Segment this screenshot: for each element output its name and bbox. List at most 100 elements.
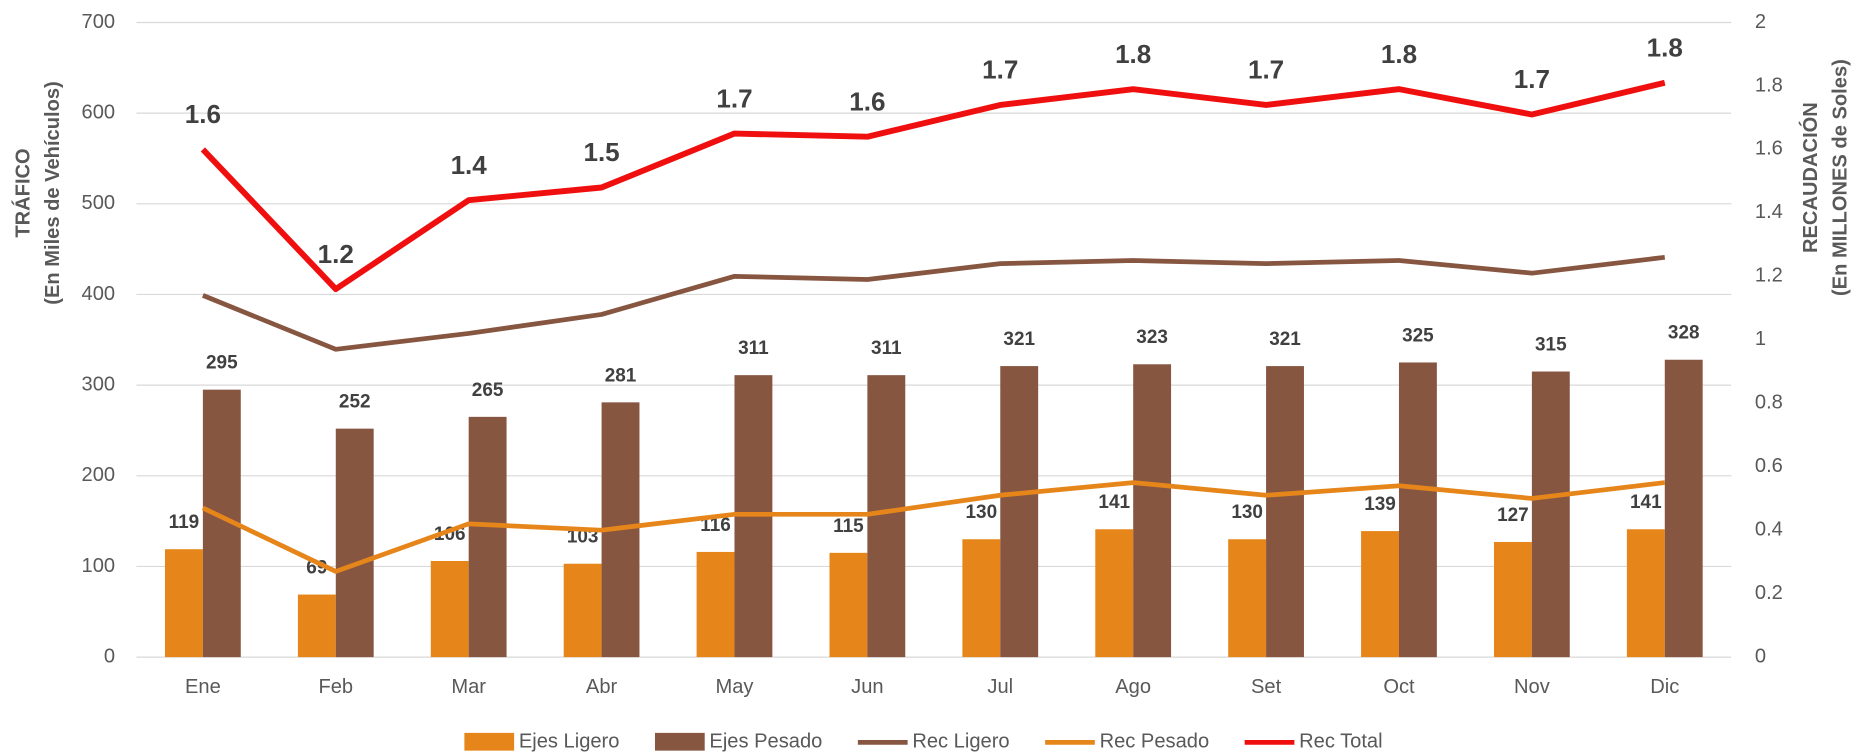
data-label: 281 (605, 365, 637, 386)
y-tick-label: 600 (82, 101, 116, 123)
bar (1000, 366, 1039, 658)
data-label: 130 (966, 502, 998, 523)
data-label: 1.7 (716, 83, 752, 113)
x-tick-label: Set (1251, 676, 1282, 698)
data-label: 311 (738, 338, 769, 359)
y2-tick-label: 0.4 (1755, 518, 1783, 540)
x-tick-label: Feb (318, 676, 353, 698)
bar (1493, 541, 1532, 658)
data-label: 328 (1668, 323, 1700, 344)
y2-tick-label: 1 (1755, 328, 1766, 350)
x-tick-label: Abr (586, 676, 618, 698)
x-tick-label: Dic (1650, 676, 1679, 698)
bar (563, 563, 602, 658)
data-label: 1.5 (583, 137, 619, 167)
bar (1266, 366, 1304, 658)
bar (335, 428, 374, 658)
data-label: 1.4 (451, 150, 488, 180)
data-label: 1.8 (1115, 39, 1151, 69)
data-label: 116 (700, 515, 731, 536)
y2-tick-label: 0.8 (1755, 392, 1783, 414)
data-label: 1.6 (849, 86, 885, 116)
data-label: 295 (206, 353, 238, 374)
bar (1664, 359, 1703, 658)
data-label: 130 (1231, 502, 1263, 523)
data-label: 1.7 (1248, 55, 1284, 85)
y2-tick-label: 1.4 (1755, 201, 1783, 223)
x-tick-label: Jun (851, 676, 883, 698)
x-tick-label: Ene (185, 676, 221, 698)
y2-tick-label: 0 (1755, 645, 1766, 667)
bar (430, 561, 469, 658)
data-label: 1.8 (1647, 33, 1683, 63)
data-label: 1.6 (185, 99, 221, 129)
data-label: 115 (833, 516, 864, 537)
legend-label: Ejes Pesado (709, 731, 822, 753)
legend-label: Rec Pesado (1100, 731, 1210, 753)
x-tick-label: May (715, 676, 754, 698)
y-axis-title: (En Miles de Vehículos) (42, 81, 64, 305)
data-label: 141 (1098, 492, 1130, 513)
legend-swatch (464, 732, 515, 751)
data-label: 325 (1402, 325, 1434, 346)
data-label: 141 (1630, 492, 1662, 513)
legend-label: Rec Ligero (912, 731, 1009, 753)
y-tick-label: 200 (82, 464, 116, 486)
y2-tick-label: 1.2 (1755, 265, 1783, 287)
bar (164, 549, 203, 658)
data-label: 119 (169, 512, 200, 533)
data-label: 321 (1269, 329, 1301, 350)
y2-tick-label: 0.6 (1755, 455, 1783, 477)
bar (829, 552, 868, 658)
data-label: 252 (339, 392, 371, 413)
legend-swatch (654, 732, 705, 751)
data-label: 1.8 (1381, 39, 1417, 69)
y2-axis-title: (En MILLONES de Soles) (1830, 59, 1852, 296)
data-label: 1.2 (318, 239, 354, 269)
legend-label: Ejes Ligero (519, 731, 620, 753)
y-tick-label: 700 (82, 11, 116, 33)
bar (962, 539, 1001, 658)
x-tick-label: Mar (451, 676, 486, 698)
data-label: 1.7 (1514, 64, 1550, 94)
data-label: 321 (1003, 329, 1035, 350)
bar (696, 551, 735, 658)
line (200, 79, 1666, 292)
bar (1626, 529, 1665, 658)
x-tick-label: Jul (987, 676, 1013, 698)
y-tick-label: 500 (82, 192, 116, 214)
bar (1361, 531, 1399, 658)
bar (468, 416, 507, 658)
y-tick-label: 300 (82, 373, 116, 395)
y-tick-label: 0 (104, 645, 115, 667)
bar (1228, 539, 1267, 658)
y2-tick-label: 1.8 (1755, 74, 1783, 96)
data-label: 127 (1497, 505, 1529, 526)
y2-tick-label: 0.2 (1755, 582, 1783, 604)
data-label: 323 (1136, 327, 1168, 348)
y-axis-title: TRÁFICO (11, 148, 34, 237)
line (201, 254, 1666, 352)
y2-tick-label: 2 (1755, 11, 1766, 33)
data-label: 315 (1535, 334, 1567, 355)
x-tick-label: Ago (1115, 676, 1151, 698)
x-tick-label: Oct (1383, 676, 1415, 698)
data-label: 311 (871, 338, 902, 359)
y2-tick-label: 1.6 (1755, 138, 1783, 160)
data-label: 265 (472, 380, 504, 401)
bar (297, 594, 336, 658)
y2-axis-title: RECAUDACIÓN (1798, 102, 1822, 253)
bar (1133, 364, 1172, 658)
y-tick-label: 100 (82, 555, 116, 577)
data-label: 139 (1364, 494, 1396, 515)
legend-label: Rec Total (1299, 731, 1382, 753)
line (201, 480, 1666, 574)
x-tick-label: Nov (1514, 676, 1550, 698)
bar (1531, 371, 1570, 658)
y-tick-label: 400 (82, 283, 116, 305)
bar (1398, 362, 1437, 658)
bar (867, 375, 906, 658)
data-label: 1.7 (982, 55, 1018, 85)
bar (1095, 529, 1134, 658)
